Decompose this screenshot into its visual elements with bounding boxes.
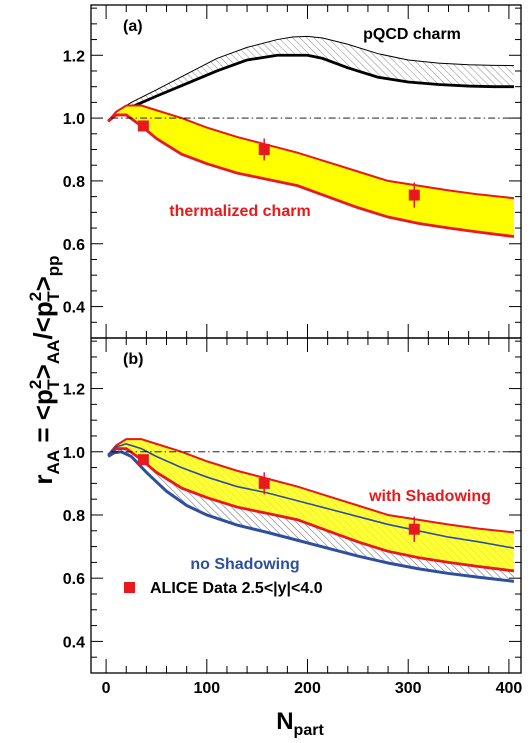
no-shadowing-label: no Shadowing [190, 556, 299, 573]
x-tick-label: 200 [294, 680, 321, 697]
pqcd-lower-line [107, 53, 514, 123]
y-tick-label: 1.2 [63, 48, 85, 65]
panel-label: (a) [123, 18, 143, 35]
y-tick-label: 0.8 [63, 508, 85, 525]
data-point [408, 523, 420, 535]
data-point [137, 454, 149, 466]
no-shadowing-line [107, 450, 515, 583]
panel-a: 0.4 0.6 0.8 1.0 1.2 (a) pQCD charm thermalized … [63, 4, 522, 339]
thermalized-charm-band [108, 105, 514, 237]
thermalized-charm-label: thermalized charm [169, 203, 310, 220]
with-shadowing-center-line [107, 443, 515, 549]
y-axis-title: rAA = <p2T>AA/<p2T>pp [26, 255, 63, 484]
y-tick-label: 0.6 [63, 571, 85, 588]
x-tick-label: 100 [193, 680, 220, 697]
with-shadowing-label: with Shadowing [368, 488, 491, 505]
plot-area-b [107, 438, 521, 583]
y-tick-label: 1.2 [63, 382, 85, 399]
x-tick-label: 300 [395, 680, 422, 697]
y-tick-label: 1.0 [63, 445, 85, 462]
y-tick-label: 0.8 [63, 174, 85, 191]
pqcd-upper-line [107, 35, 514, 122]
panel-label: (b) [123, 351, 143, 368]
data-point [408, 189, 420, 201]
y-tick-label: 1.0 [63, 111, 85, 128]
y-tick-label: 0.4 [63, 634, 85, 651]
data-point [258, 477, 270, 489]
y-tick-label: 0.4 [63, 300, 85, 317]
y-tick-label: 0.6 [63, 237, 85, 254]
with-shadowing-lower-edge [107, 447, 515, 573]
data-point [137, 120, 149, 132]
data-point [258, 144, 270, 156]
x-axis-title: Npart [276, 708, 324, 738]
panel-frame-b [90, 337, 522, 674]
thermalized-charm-lower-edge [107, 113, 515, 238]
legend-label: ALICE Data 2.5<|y|<4.0 [150, 580, 323, 597]
pqcd-charm-label: pQCD charm [363, 26, 461, 43]
x-tick-label: 400 [496, 680, 523, 697]
pqcd-band [108, 36, 514, 122]
plot-area-a [107, 35, 521, 238]
panel-b: 0.4 0.6 0.8 1.0 1.2 0 100 200 300 400 (b) with Shad… [63, 337, 523, 697]
legend-marker [124, 582, 135, 593]
x-tick-label: 0 [102, 680, 111, 697]
